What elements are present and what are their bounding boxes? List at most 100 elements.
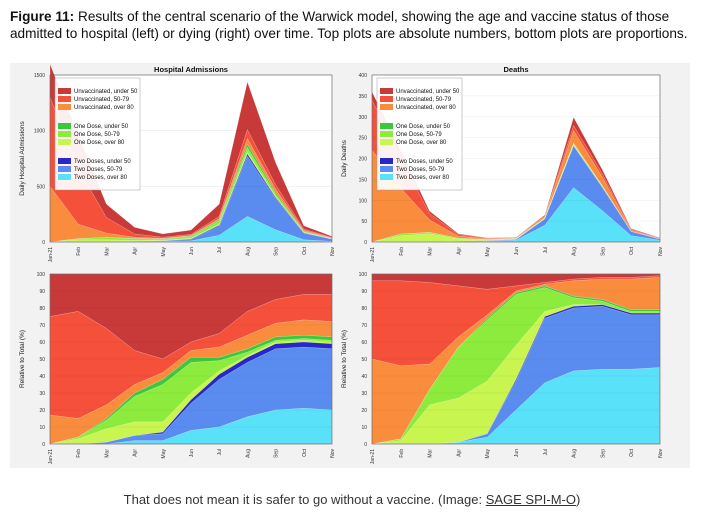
y-tick-label: 40	[361, 374, 367, 380]
legend-label-4: One Dose, under 50	[74, 124, 129, 130]
x-tick-label: Apr	[133, 449, 139, 457]
figure-label: Figure 11:	[10, 9, 75, 24]
legend-swatch-4	[380, 123, 393, 129]
figure-caption-text: Results of the central scenario of the W…	[10, 9, 688, 41]
y-tick-label: 50	[361, 357, 367, 363]
x-tick-label: Aug	[572, 247, 578, 256]
legend-swatch-9	[58, 174, 71, 180]
x-tick-label: Oct	[629, 448, 635, 456]
legend-label-7: Two Doses, under 50	[396, 159, 453, 165]
legend-label-2: Unvaccinated, 50-79	[396, 97, 452, 103]
x-tick-label: Aug	[245, 449, 251, 458]
legend-swatch-5	[58, 131, 71, 137]
y-axis-label: Daily Deaths	[341, 139, 348, 177]
y-tick-label: 90	[361, 289, 367, 295]
x-tick-label: Jan-21	[48, 247, 54, 263]
y-tick-label: 80	[361, 306, 367, 312]
figure-panel: 0 500 1000 1500 Jan-21 Feb Mar Apr May Jun Jul Aug S…	[10, 63, 690, 468]
x-tick-label: Mar	[428, 247, 434, 256]
chart-3: 0 10 20 30 40 50 60 70 80 90 100 Jan-21 Feb Mar Apr May…	[19, 272, 336, 464]
x-tick-label: Nov	[330, 449, 336, 458]
x-tick-label: Jun	[514, 247, 520, 255]
legend-swatch-8	[58, 166, 71, 172]
x-tick-label: Jun	[514, 449, 520, 457]
credit-suffix: )	[575, 492, 581, 507]
plot-frame	[371, 273, 661, 445]
credit-text: That does not mean it is safer to go wit…	[123, 492, 486, 507]
y-tick-label: 80	[39, 306, 45, 312]
legend-label-1: Unvaccinated, under 50	[396, 89, 460, 95]
legend-label-5: One Dose, 50-79	[396, 132, 442, 138]
y-tick-label: 0	[364, 240, 367, 246]
x-tick-label: Oct	[302, 448, 308, 456]
y-tick-label: 50	[39, 357, 45, 363]
y-tick-label: 20	[39, 408, 45, 414]
y-tick-label: 1500	[34, 73, 45, 79]
y-tick-label: 0	[42, 442, 45, 448]
image-credit: That does not mean it is safer to go wit…	[0, 492, 704, 507]
x-tick-label: Mar	[428, 449, 434, 458]
y-tick-label: 400	[359, 73, 368, 79]
figure-caption: Figure 11: Results of the central scenar…	[10, 8, 690, 42]
chart-title: Hospital Admissions	[154, 65, 228, 74]
y-tick-label: 40	[39, 374, 45, 380]
legend-swatch-3	[380, 104, 393, 110]
y-tick-label: 10	[39, 425, 45, 431]
y-tick-label: 20	[361, 408, 367, 414]
x-tick-label: Jun	[189, 449, 195, 457]
legend-label-3: Unvaccinated, over 80	[396, 105, 456, 111]
legend-label-8: Two Doses, 50-79	[74, 167, 123, 173]
legend-label-3: Unvaccinated, over 80	[74, 105, 134, 111]
x-tick-label: Nov	[658, 247, 664, 256]
x-tick-label: Apr	[456, 449, 462, 457]
x-tick-label: Feb	[399, 449, 405, 458]
credit-link[interactable]: SAGE SPI-M-O	[485, 492, 576, 507]
y-tick-label: 350	[359, 94, 368, 100]
x-tick-label: Sep	[600, 449, 606, 458]
legend-label-6: One Dose, over 80	[74, 140, 125, 146]
x-tick-label: Jul	[217, 247, 223, 253]
y-tick-label: 500	[37, 184, 46, 190]
legend-label-9: Two Doses, over 80	[74, 175, 128, 181]
x-tick-label: May	[161, 449, 167, 459]
legend-label-7: Two Doses, under 50	[74, 159, 131, 165]
x-tick-label: Jul	[543, 247, 549, 253]
y-tick-label: 300	[359, 115, 368, 121]
y-tick-label: 70	[39, 323, 45, 329]
y-tick-label: 100	[359, 272, 368, 278]
x-tick-label: Mar	[104, 247, 110, 256]
legend-swatch-6	[58, 139, 71, 145]
y-tick-label: 60	[39, 340, 45, 346]
x-tick-label: Sep	[274, 449, 280, 458]
y-tick-label: 250	[359, 136, 368, 142]
chart-legend: Unvaccinated, under 50 Unvaccinated, 50-7…	[54, 77, 141, 191]
y-axis-label: Daily Hospital Admissions	[19, 121, 26, 196]
legend-swatch-1	[380, 88, 393, 94]
y-tick-label: 50	[361, 219, 367, 225]
x-tick-label: Feb	[76, 247, 82, 256]
x-tick-label: May	[485, 449, 491, 459]
x-tick-label: Feb	[399, 247, 405, 256]
legend-swatch-2	[58, 96, 71, 102]
y-axis-label: Relative to Total (%)	[341, 330, 348, 388]
y-tick-label: 150	[359, 177, 368, 183]
legend-swatch-5	[380, 131, 393, 137]
y-tick-label: 60	[361, 340, 367, 346]
legend-swatch-1	[58, 88, 71, 94]
legend-swatch-3	[58, 104, 71, 110]
y-tick-label: 200	[359, 157, 368, 163]
x-tick-label: Oct	[302, 246, 308, 254]
y-tick-label: 30	[39, 391, 45, 397]
y-tick-label: 100	[37, 272, 46, 278]
y-tick-label: 100	[359, 198, 368, 204]
chart-legend: Unvaccinated, under 50 Unvaccinated, 50-7…	[376, 77, 463, 191]
legend-swatch-8	[380, 166, 393, 172]
x-tick-label: Sep	[600, 247, 606, 256]
x-tick-label: Jul	[217, 449, 223, 455]
x-tick-label: Nov	[658, 449, 664, 458]
legend-label-6: One Dose, over 80	[396, 140, 447, 146]
legend-swatch-4	[58, 123, 71, 129]
x-tick-label: Mar	[104, 449, 110, 458]
x-tick-label: Oct	[629, 246, 635, 254]
